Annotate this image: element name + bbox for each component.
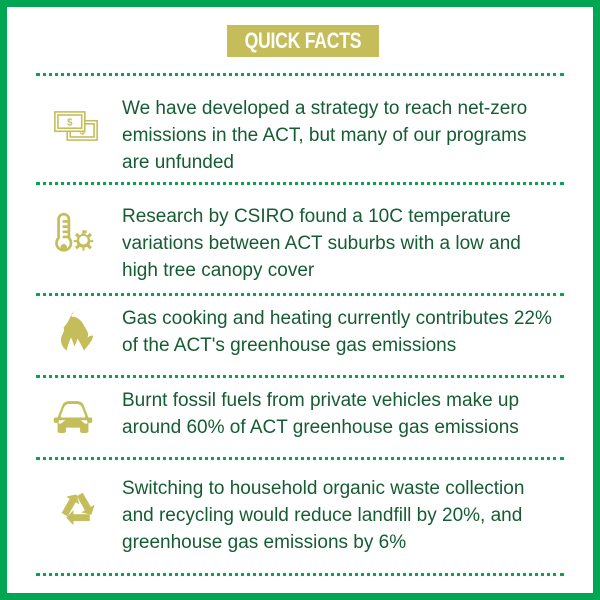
- svg-text:$: $: [67, 118, 73, 129]
